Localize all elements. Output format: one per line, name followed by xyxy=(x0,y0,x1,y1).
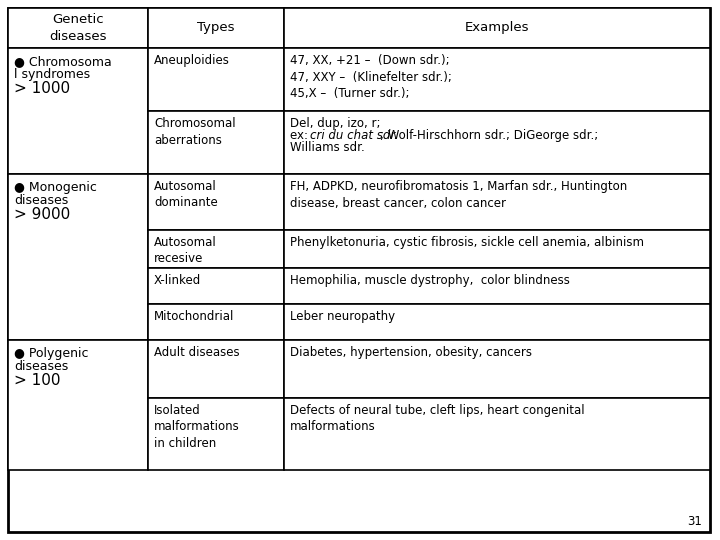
Text: Genetic
diseases: Genetic diseases xyxy=(49,14,107,43)
Text: 31: 31 xyxy=(687,515,702,528)
Text: diseases: diseases xyxy=(14,360,68,373)
Text: X-linked: X-linked xyxy=(154,274,202,287)
Bar xyxy=(8,174,148,340)
Bar xyxy=(148,268,284,304)
Text: ● Polygenic: ● Polygenic xyxy=(14,347,89,360)
Text: FH, ADPKD, neurofibromatosis 1, Marfan sdr., Huntington
disease, breast cancer, : FH, ADPKD, neurofibromatosis 1, Marfan s… xyxy=(290,180,627,210)
Bar xyxy=(8,8,148,48)
Bar xyxy=(284,340,710,398)
Bar xyxy=(284,174,710,230)
Bar xyxy=(148,340,284,398)
Text: > 100: > 100 xyxy=(14,373,60,388)
Bar xyxy=(148,230,284,268)
Bar xyxy=(284,111,710,174)
Text: Williams sdr.: Williams sdr. xyxy=(290,141,365,154)
Text: diseases: diseases xyxy=(14,194,68,207)
Bar xyxy=(284,230,710,268)
Text: Hemophilia, muscle dystrophy,  color blindness: Hemophilia, muscle dystrophy, color blin… xyxy=(290,274,570,287)
Text: Chromosomal
aberrations: Chromosomal aberrations xyxy=(154,117,235,146)
Bar xyxy=(148,398,284,470)
Bar xyxy=(148,48,284,111)
Text: Isolated
malformations
in children: Isolated malformations in children xyxy=(154,404,240,450)
Bar xyxy=(284,268,710,304)
Text: ● Chromosoma: ● Chromosoma xyxy=(14,55,112,68)
Text: ex:: ex: xyxy=(290,129,312,142)
Text: Examples: Examples xyxy=(464,22,529,35)
Text: Del, dup, izo, r;: Del, dup, izo, r; xyxy=(290,117,380,130)
Text: ● Monogenic: ● Monogenic xyxy=(14,181,97,194)
Text: Autosomal
recesive: Autosomal recesive xyxy=(154,236,217,266)
Bar xyxy=(148,304,284,340)
Text: Autosomal
dominante: Autosomal dominante xyxy=(154,180,217,210)
Text: > 1000: > 1000 xyxy=(14,81,70,96)
Text: > 9000: > 9000 xyxy=(14,207,71,222)
Text: Diabetes, hypertension, obesity, cancers: Diabetes, hypertension, obesity, cancers xyxy=(290,346,532,359)
Text: Defects of neural tube, cleft lips, heart congenital
malformations: Defects of neural tube, cleft lips, hear… xyxy=(290,404,585,434)
Bar xyxy=(284,8,710,48)
Bar xyxy=(284,48,710,111)
Bar xyxy=(284,304,710,340)
Text: l syndromes: l syndromes xyxy=(14,68,90,81)
Bar xyxy=(148,111,284,174)
Bar xyxy=(148,174,284,230)
Text: Leber neuropathy: Leber neuropathy xyxy=(290,310,395,323)
Bar xyxy=(8,48,148,174)
Bar xyxy=(284,398,710,470)
Text: Phenylketonuria, cystic fibrosis, sickle cell anemia, albinism: Phenylketonuria, cystic fibrosis, sickle… xyxy=(290,236,644,249)
Text: 47, XX, +21 –  (Down sdr.);
47, XXY –  (Klinefelter sdr.);
45,X –  (Turner sdr.): 47, XX, +21 – (Down sdr.); 47, XXY – (Kl… xyxy=(290,54,452,100)
Bar xyxy=(148,8,284,48)
Text: Types: Types xyxy=(197,22,235,35)
Text: Mitochondrial: Mitochondrial xyxy=(154,310,235,323)
Text: cri du chat sdr.: cri du chat sdr. xyxy=(310,129,398,142)
Text: Adult diseases: Adult diseases xyxy=(154,346,240,359)
Text: ; Wolf-Hirschhorn sdr.; DiGeorge sdr.;: ; Wolf-Hirschhorn sdr.; DiGeorge sdr.; xyxy=(380,129,598,142)
Text: Aneuploidies: Aneuploidies xyxy=(154,54,230,67)
Bar xyxy=(8,340,148,470)
